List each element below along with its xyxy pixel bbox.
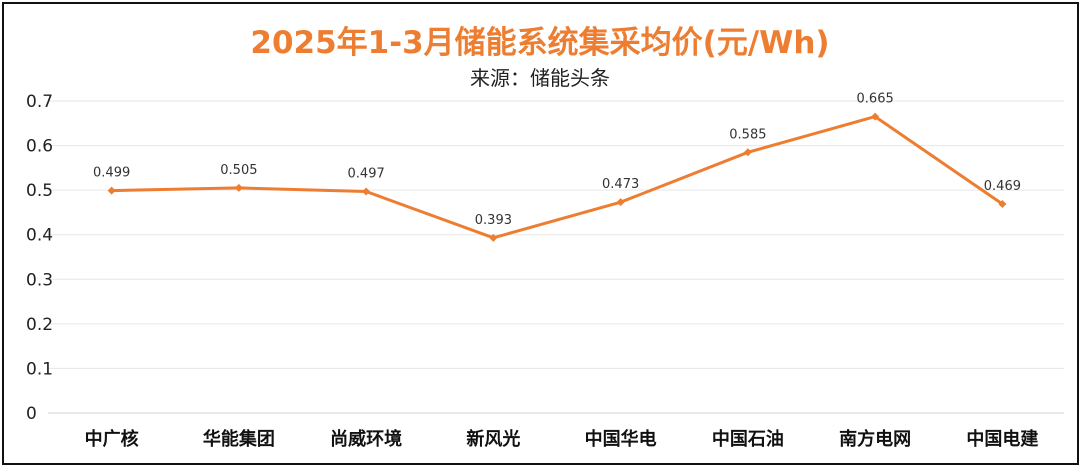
data-point-marker: [616, 198, 625, 207]
y-tick-label: 0.1: [26, 359, 53, 379]
y-tick-label: 0.7: [26, 92, 53, 112]
data-points: [107, 112, 1007, 242]
chart-title: 2025年1-3月储能系统集采均价(元/Wh): [250, 25, 830, 61]
data-label: 0.469: [984, 179, 1021, 194]
data-label: 0.473: [602, 177, 639, 192]
data-point-marker: [743, 148, 752, 157]
data-label: 0.499: [93, 166, 130, 181]
series-line: [110, 115, 1004, 240]
y-tick-label: 0.4: [26, 226, 53, 246]
x-tick-label: 华能集团: [203, 428, 275, 450]
x-tick-label: 中国电建: [966, 428, 1038, 450]
x-tick-label: 南方电网: [839, 428, 911, 450]
x-tick-label: 中国石油: [712, 428, 784, 450]
data-point-marker: [234, 183, 243, 192]
y-axis-ticks: 0 0.1 0.2 0.3 0.4 0.5 0.6 0.7: [26, 92, 53, 424]
data-point-marker: [362, 187, 371, 196]
y-tick-label: 0.3: [26, 270, 53, 290]
data-label: 0.505: [220, 163, 257, 178]
y-tick-label: 0.6: [26, 137, 53, 157]
data-label: 0.665: [857, 92, 894, 107]
x-tick-label: 尚威环境: [330, 428, 402, 450]
gridlines: [48, 100, 1064, 414]
data-label: 0.497: [348, 166, 385, 181]
data-label: 0.585: [729, 127, 766, 142]
data-point-marker: [998, 199, 1007, 208]
data-point-marker: [871, 112, 880, 121]
y-tick-label: 0: [26, 404, 37, 424]
y-tick-label: 0.5: [26, 181, 53, 201]
data-label: 0.393: [475, 213, 512, 228]
x-tick-label: 中广核: [85, 428, 139, 450]
series-line-layer: [110, 115, 1004, 240]
data-point-marker: [107, 186, 116, 195]
data-labels: 0.499 0.505 0.497 0.393 0.473 0.585 0.665 0.469: [93, 92, 1021, 228]
chart-subtitle: 来源：储能头条: [470, 66, 610, 90]
x-axis-ticks: 中广核 华能集团 尚威环境 新风光 中国华电 中国石油 南方电网 中国电建: [85, 428, 1039, 450]
x-tick-label: 新风光: [466, 428, 520, 450]
data-point-marker: [489, 233, 498, 242]
x-tick-label: 中国华电: [585, 428, 657, 450]
y-tick-label: 0.2: [26, 315, 53, 335]
